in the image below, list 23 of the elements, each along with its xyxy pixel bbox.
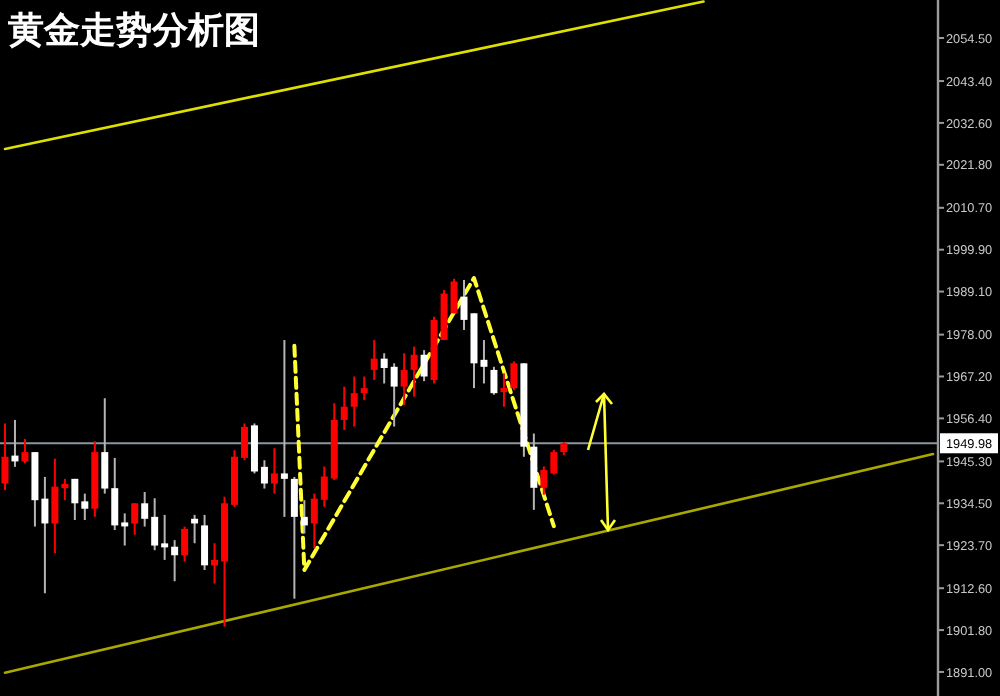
candlestick <box>400 352 408 407</box>
candlestick <box>270 447 278 495</box>
candlestick <box>500 372 508 408</box>
candlestick <box>340 385 348 432</box>
candlestick <box>350 375 358 428</box>
candlestick <box>290 475 298 600</box>
candlestick <box>510 360 518 392</box>
candlestick <box>171 539 179 583</box>
candlestick <box>181 525 189 563</box>
candlestick <box>131 502 139 536</box>
line-series <box>292 276 556 572</box>
candlestick <box>410 345 418 398</box>
candlestick <box>370 339 378 381</box>
candlestick <box>420 349 428 383</box>
candlestick <box>360 375 368 402</box>
candlestick <box>300 499 308 535</box>
candlestick <box>280 339 288 518</box>
candlestick <box>201 513 209 571</box>
candlestick <box>1 422 9 492</box>
candlestick <box>490 365 498 396</box>
candlestick <box>21 437 29 465</box>
candlestick <box>530 432 538 511</box>
chart-title: 黄金走势分析图 <box>6 10 260 52</box>
